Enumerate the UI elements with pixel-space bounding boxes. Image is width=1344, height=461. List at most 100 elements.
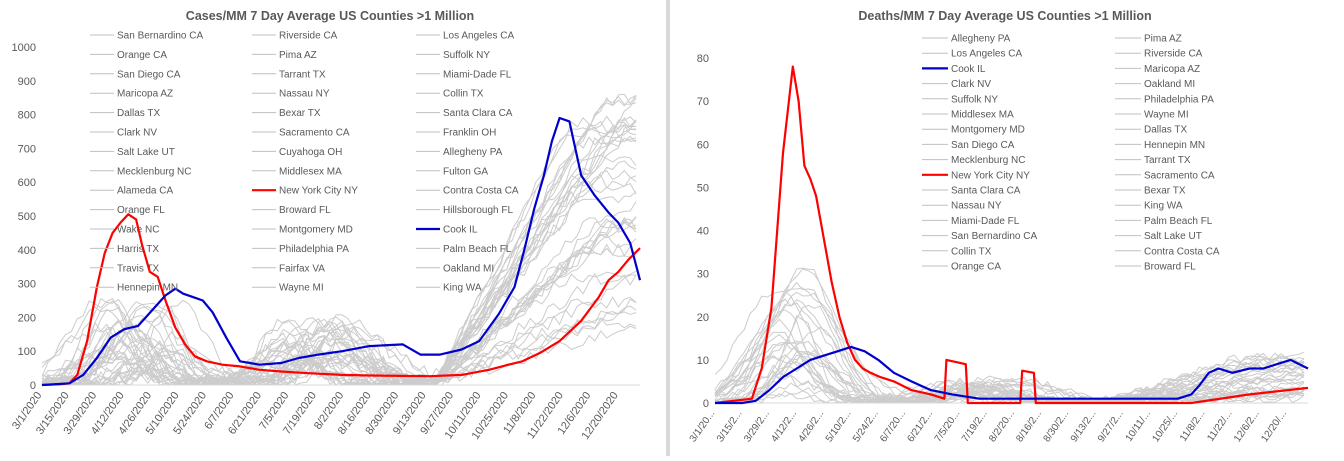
- legend-label: Cuyahoga OH: [279, 147, 342, 158]
- legend-label: Pima AZ: [1144, 34, 1182, 45]
- legend-item: San Diego CA: [922, 140, 1015, 151]
- legend-label: San Bernardino CA: [951, 231, 1037, 242]
- legend-label: Philadelphia PA: [279, 244, 349, 255]
- legend-item: Allegheny PA: [416, 147, 503, 158]
- legend-item: Wake NC: [90, 225, 159, 236]
- background-series-line: [42, 216, 637, 386]
- background-series-line: [42, 234, 637, 386]
- background-series-line: [41, 296, 637, 386]
- legend-label: Salt Lake UT: [117, 147, 175, 158]
- legend-item: New York City NY: [922, 170, 1030, 181]
- x-tick-label: 4/12/2...: [769, 408, 799, 444]
- background-series-line: [714, 392, 1305, 404]
- legend: Allegheny PA Pima AZ Los Angeles CA Riversi…: [922, 34, 1220, 273]
- background-series-line: [714, 342, 1305, 404]
- background-series-line: [41, 243, 637, 386]
- legend-label: Santa Clara CA: [443, 108, 513, 119]
- legend-label: Broward FL: [279, 205, 331, 216]
- legend-item: Orange FL: [90, 205, 165, 216]
- background-series-line: [41, 136, 637, 386]
- legend-item: Pima AZ: [1115, 34, 1182, 45]
- legend-label: Contra Costa CA: [1144, 246, 1220, 257]
- x-tick-label: 3/15/2...: [715, 408, 745, 444]
- legend-label: Salt Lake UT: [1144, 231, 1202, 242]
- y-tick-label: 60: [697, 139, 709, 151]
- x-tick-label: 9/27/2...: [1096, 408, 1126, 444]
- background-series-line: [41, 126, 637, 386]
- legend-label: Dallas TX: [1144, 125, 1187, 136]
- x-tick-label: 9/13/2...: [1069, 408, 1099, 444]
- legend-label: Pima AZ: [279, 50, 317, 61]
- legend-label: New York City NY: [951, 170, 1030, 181]
- legend-item: Montgomery MD: [252, 225, 353, 236]
- legend-label: Santa Clara CA: [951, 186, 1021, 197]
- y-tick-label: 300: [18, 279, 36, 291]
- legend-label: Broward FL: [1144, 262, 1196, 273]
- y-tick-label: 10: [697, 355, 709, 367]
- x-tick-label: 12/20/...: [1259, 408, 1289, 444]
- x-tick-label: 8/2/20...: [987, 408, 1017, 444]
- x-tick-label: 5/24/2...: [851, 408, 881, 444]
- legend-item: Wayne MI: [252, 283, 324, 294]
- legend-item: Oakland MI: [416, 263, 494, 274]
- legend-item: Middlesex MA: [252, 166, 342, 177]
- legend-label: Los Angeles CA: [443, 31, 514, 42]
- legend-item: Fairfax VA: [252, 263, 325, 274]
- legend-item: Bexar TX: [1115, 186, 1186, 197]
- background-series-line: [714, 326, 1305, 404]
- legend-item: Bexar TX: [252, 108, 321, 119]
- legend-label: Bexar TX: [279, 108, 321, 119]
- legend-label: Nassau NY: [279, 89, 330, 100]
- y-tick-label: 700: [18, 143, 36, 155]
- legend-label: Wayne MI: [279, 283, 324, 294]
- legend-label: Palm Beach FL: [443, 244, 512, 255]
- legend-label: Mecklenburg NC: [117, 166, 191, 177]
- legend-label: Collin TX: [443, 89, 484, 100]
- legend-label: Middlesex MA: [279, 166, 342, 177]
- legend-label: Wayne MI: [1144, 110, 1189, 121]
- background-series-line: [41, 174, 637, 386]
- legend-item: Pima AZ: [252, 50, 317, 61]
- legend-label: Suffolk NY: [951, 94, 998, 105]
- legend-item: Broward FL: [252, 205, 331, 216]
- legend-item: Santa Clara CA: [922, 186, 1021, 197]
- legend-item: San Bernardino CA: [90, 31, 203, 42]
- background-series-group: [714, 267, 1305, 404]
- legend-label: King WA: [443, 283, 482, 294]
- legend-label: Riverside CA: [279, 31, 338, 42]
- legend-item: Cook IL: [922, 64, 986, 75]
- legend-label: San Diego CA: [117, 69, 181, 80]
- x-tick-label: 12/6/2...: [1232, 408, 1262, 444]
- legend-label: Bexar TX: [1144, 186, 1186, 197]
- y-tick-label: 900: [18, 76, 36, 88]
- legend-label: Mecklenburg NC: [951, 155, 1025, 166]
- background-series-line: [41, 272, 637, 386]
- chart-title: Cases/MM 7 Day Average US Counties >1 Mi…: [186, 9, 474, 23]
- legend-item: Palm Beach FL: [1115, 216, 1213, 227]
- x-tick-label: 5/10/2...: [824, 408, 854, 444]
- legend-item: Franklin OH: [416, 128, 496, 139]
- background-series-line: [714, 298, 1305, 404]
- legend-item: Fulton GA: [416, 166, 488, 177]
- legend-item: Collin TX: [416, 89, 484, 100]
- legend-label: Hillsborough FL: [443, 205, 513, 216]
- legend-label: Dallas TX: [117, 108, 160, 119]
- background-series-line: [715, 314, 1305, 404]
- legend-item: Los Angeles CA: [416, 31, 514, 42]
- legend-item: Broward FL: [1115, 262, 1196, 273]
- legend-label: Maricopa AZ: [1144, 64, 1200, 75]
- x-tick-label: 8/16/2...: [1014, 408, 1044, 444]
- legend-item: Hennepin MN: [90, 283, 178, 294]
- y-tick-label: 0: [30, 380, 36, 392]
- legend-label: Allegheny PA: [951, 34, 1011, 45]
- legend-item: Salt Lake UT: [90, 147, 175, 158]
- legend-label: Collin TX: [951, 246, 992, 257]
- legend-label: Oakland MI: [443, 263, 494, 274]
- legend-label: Cook IL: [951, 64, 986, 75]
- y-tick-label: 500: [18, 211, 36, 223]
- legend-item: Miami-Dade FL: [922, 216, 1020, 227]
- legend-label: San Diego CA: [951, 140, 1015, 151]
- legend-item: Nassau NY: [252, 89, 330, 100]
- x-tick-label: 10/11/...: [1124, 408, 1153, 443]
